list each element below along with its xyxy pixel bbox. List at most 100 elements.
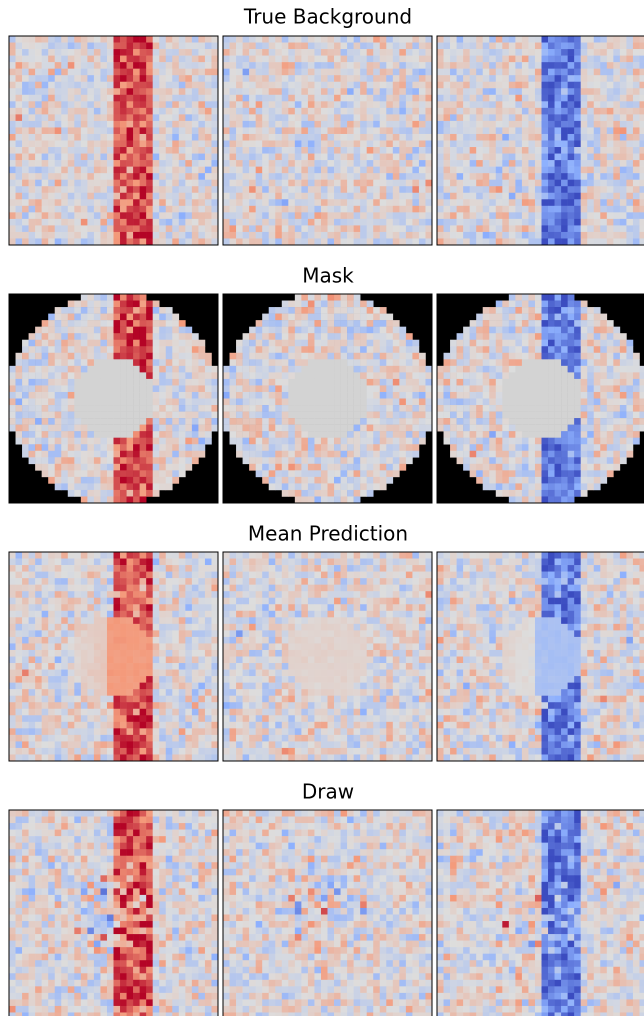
pixel	[67, 352, 75, 360]
pixel	[100, 62, 108, 69]
pixel	[93, 179, 101, 187]
pixel	[373, 107, 381, 115]
pixel	[320, 463, 328, 471]
pixel	[392, 365, 400, 373]
pixel	[508, 120, 516, 128]
pixel	[606, 192, 614, 200]
pixel	[360, 307, 367, 314]
pixel	[600, 140, 608, 148]
pixel	[268, 476, 276, 484]
pixel	[223, 81, 230, 89]
pixel	[159, 179, 167, 187]
pixel	[561, 205, 568, 213]
pixel	[41, 352, 49, 360]
pixel	[48, 476, 56, 484]
pixel	[548, 153, 555, 161]
pixel	[113, 186, 121, 194]
pixel	[35, 411, 42, 419]
pixel	[41, 218, 49, 226]
pixel	[100, 120, 108, 128]
pixel	[281, 166, 289, 174]
pixel	[561, 81, 568, 89]
pixel	[255, 94, 263, 102]
pixel	[469, 49, 477, 56]
pixel	[106, 411, 114, 419]
pixel	[146, 489, 153, 497]
pixel	[93, 294, 101, 301]
pixel	[236, 450, 243, 458]
pixel	[294, 313, 302, 321]
pixel	[606, 94, 614, 102]
pixel	[133, 359, 140, 367]
pixel	[41, 81, 49, 89]
pixel	[463, 120, 470, 128]
pixel	[61, 94, 69, 102]
pixel	[463, 133, 470, 141]
pixel	[340, 36, 348, 43]
pixel	[61, 179, 69, 187]
pixel	[106, 385, 114, 393]
pixel	[515, 114, 523, 122]
pixel	[528, 192, 536, 200]
pixel	[443, 42, 451, 50]
pixel	[191, 173, 199, 180]
pixel	[593, 68, 601, 76]
pixel	[133, 88, 140, 96]
pixel	[133, 405, 140, 412]
pixel	[165, 49, 173, 56]
pixel	[133, 166, 140, 174]
pixel	[443, 173, 451, 180]
pixel	[574, 68, 581, 76]
pixel	[178, 385, 186, 393]
pixel	[255, 147, 263, 154]
pixel	[191, 424, 199, 432]
pixel	[541, 238, 549, 246]
pixel	[120, 444, 127, 452]
pixel	[74, 307, 82, 314]
pixel	[275, 431, 283, 438]
pixel	[93, 470, 101, 478]
pixel	[373, 398, 381, 406]
pixel	[35, 101, 42, 109]
pixel	[281, 457, 289, 465]
pixel	[281, 411, 289, 419]
pixel	[425, 225, 433, 233]
pixel	[223, 225, 230, 233]
pixel	[360, 62, 367, 69]
pixel	[476, 133, 484, 141]
pixel	[178, 75, 186, 83]
pixel	[139, 365, 147, 373]
pixel	[281, 199, 289, 207]
pixel	[567, 120, 575, 128]
pixel	[320, 365, 328, 373]
pixel	[275, 147, 283, 154]
pixel	[405, 212, 413, 220]
pixel	[67, 160, 75, 167]
pixel	[437, 365, 444, 373]
pixel	[22, 231, 29, 239]
pixel	[412, 166, 420, 174]
pixel	[639, 192, 644, 200]
pixel	[632, 186, 640, 194]
pixel	[28, 339, 36, 347]
pixel	[327, 127, 335, 135]
pixel	[185, 333, 193, 341]
pixel	[307, 320, 315, 327]
pixel	[93, 326, 101, 334]
pixel	[74, 476, 82, 484]
pixel	[87, 385, 95, 393]
pixel	[405, 444, 413, 452]
pixel	[100, 36, 108, 43]
pixel	[120, 231, 127, 239]
pixel	[139, 231, 147, 239]
pixel	[9, 186, 16, 194]
pixel	[327, 36, 335, 43]
pixel	[204, 359, 212, 367]
pixel	[495, 346, 503, 354]
pixel	[54, 101, 62, 109]
pixel	[106, 49, 114, 56]
pixel	[399, 365, 407, 373]
pixel	[294, 62, 302, 69]
pixel	[139, 133, 147, 141]
pixel	[185, 75, 193, 83]
